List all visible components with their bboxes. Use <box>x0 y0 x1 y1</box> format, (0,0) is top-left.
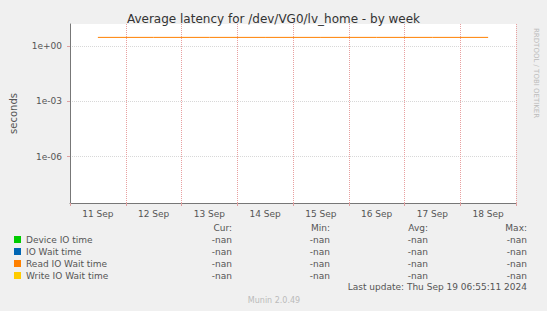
svg-text:-nan: -nan <box>212 259 232 269</box>
svg-text:18 Sep: 18 Sep <box>472 209 504 219</box>
svg-text:-nan: -nan <box>408 259 428 269</box>
svg-text:-nan: -nan <box>310 247 330 257</box>
svg-text:-nan: -nan <box>408 247 428 257</box>
svg-text:-nan: -nan <box>310 271 330 281</box>
svg-text:RRDTOOL / TOBI OETIKER: RRDTOOL / TOBI OETIKER <box>532 28 540 118</box>
svg-text:1e+00: 1e+00 <box>32 41 63 51</box>
svg-text:Last update: Thu Sep 19 06:55:: Last update: Thu Sep 19 06:55:11 2024 <box>348 282 528 292</box>
svg-text:-nan: -nan <box>212 271 232 281</box>
svg-text:Read IO Wait time: Read IO Wait time <box>26 259 108 269</box>
svg-text:-nan: -nan <box>507 247 527 257</box>
svg-text:-nan: -nan <box>507 259 527 269</box>
svg-text:Avg:: Avg: <box>408 223 428 233</box>
svg-text:15 Sep: 15 Sep <box>305 209 337 219</box>
svg-text:Cur:: Cur: <box>213 223 232 233</box>
svg-text:Device IO time: Device IO time <box>26 235 93 245</box>
svg-text:seconds: seconds <box>8 93 19 134</box>
svg-text:-nan: -nan <box>212 235 232 245</box>
svg-text:17 Sep: 17 Sep <box>417 209 449 219</box>
svg-text:-nan: -nan <box>212 247 232 257</box>
svg-text:Max:: Max: <box>505 223 527 233</box>
svg-text:11 Sep: 11 Sep <box>82 209 114 219</box>
svg-text:-nan: -nan <box>507 271 527 281</box>
svg-text:Min:: Min: <box>311 223 330 233</box>
svg-text:IO Wait time: IO Wait time <box>26 247 82 257</box>
svg-text:-nan: -nan <box>408 235 428 245</box>
svg-text:-nan: -nan <box>310 259 330 269</box>
svg-text:Average latency for /dev/VG0/l: Average latency for /dev/VG0/lv_home - b… <box>127 12 420 26</box>
svg-text:14 Sep: 14 Sep <box>249 209 281 219</box>
svg-text:13 Sep: 13 Sep <box>194 209 226 219</box>
svg-text:16 Sep: 16 Sep <box>361 209 393 219</box>
svg-text:1e-06: 1e-06 <box>36 152 62 162</box>
svg-text:1e-03: 1e-03 <box>36 96 62 106</box>
svg-text:-nan: -nan <box>507 235 527 245</box>
svg-text:Munin 2.0.49: Munin 2.0.49 <box>248 296 300 305</box>
svg-text:-nan: -nan <box>310 235 330 245</box>
svg-text:Write IO Wait time: Write IO Wait time <box>26 271 109 281</box>
svg-text:12 Sep: 12 Sep <box>138 209 170 219</box>
svg-text:-nan: -nan <box>408 271 428 281</box>
